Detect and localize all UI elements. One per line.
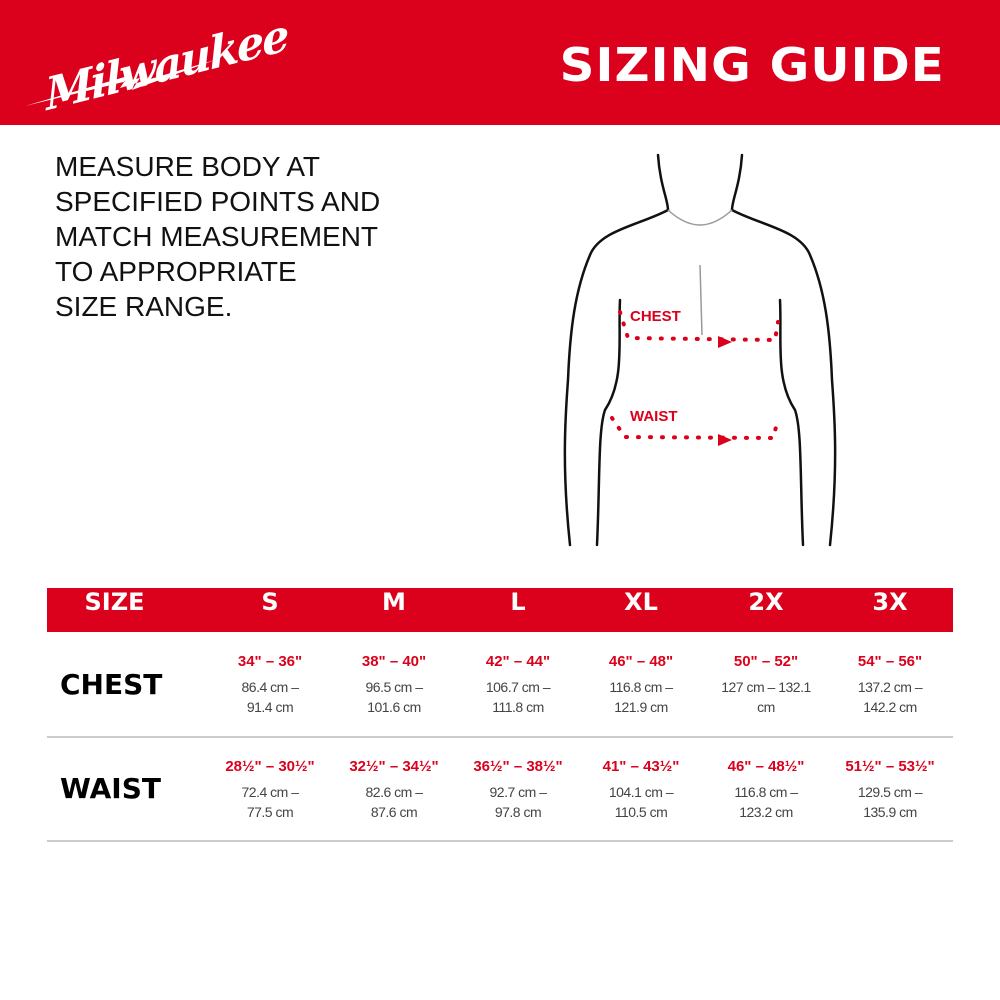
size-column-header: XL	[624, 588, 658, 616]
cm-range: 91.4 cm	[246, 699, 294, 715]
cm-range: 129.5 cm –	[857, 784, 923, 800]
instruction-line: TO APPROPRIATE	[55, 256, 297, 287]
waist-label: WAIST	[630, 408, 678, 425]
size-cell: 46" – 48" 116.8 cm – 121.9 cm	[579, 653, 703, 717]
cm-range: 97.8 cm	[494, 804, 542, 820]
size-header-bar: SIZE S M L XL 2X 3X	[47, 588, 953, 632]
size-cell: 34" – 36" 86.4 cm – 91.4 cm	[208, 653, 332, 717]
size-cell: 28½" – 30½" 72.4 cm – 77.5 cm	[208, 758, 332, 822]
size-column-header: S	[261, 588, 279, 616]
size-column-header: M	[382, 588, 406, 616]
cm-range: 142.2 cm	[863, 699, 917, 715]
cm-range: 101.6 cm	[367, 699, 421, 715]
size-cell: 46" – 48½" 116.8 cm – 123.2 cm	[704, 758, 828, 822]
cm-range: 87.6 cm	[370, 804, 418, 820]
inch-range: 32½" – 34½"	[349, 758, 439, 775]
size-cell: 41" – 43½" 104.1 cm – 110.5 cm	[579, 758, 703, 822]
inch-range: 41" – 43½"	[602, 758, 680, 775]
cm-range: 92.7 cm –	[489, 784, 547, 800]
cm-range: 86.4 cm –	[241, 679, 299, 695]
instruction-line: SPECIFIED POINTS AND	[55, 186, 381, 217]
cm-range: 137.2 cm –	[857, 679, 923, 695]
inch-range: 34" – 36"	[237, 653, 303, 670]
cm-range: 82.6 cm –	[365, 784, 423, 800]
waist-row-label: WAIST	[60, 772, 161, 805]
body-measurement-figure: CHEST WAIST	[563, 153, 837, 547]
cm-range: 121.9 cm	[614, 699, 668, 715]
chest-label: CHEST	[630, 308, 681, 325]
inch-range: 42" – 44"	[485, 653, 551, 670]
size-cell: 50" – 52" 127 cm – 132.1 cm	[704, 653, 828, 717]
row-divider	[47, 736, 953, 738]
cm-range: 111.8 cm	[492, 699, 544, 715]
cm-range: 116.8 cm –	[609, 679, 673, 695]
size-cell: 36½" – 38½" 92.7 cm – 97.8 cm	[456, 758, 580, 822]
milwaukee-logo: Milwaukee	[20, 10, 289, 121]
cm-range: 72.4 cm –	[241, 784, 299, 800]
instructions: MEASURE BODY AT SPECIFIED POINTS AND MAT…	[55, 149, 415, 324]
size-cell: 42" – 44" 106.7 cm – 111.8 cm	[456, 653, 580, 717]
cm-range: 110.5 cm	[614, 804, 668, 820]
inch-range: 51½" – 53½"	[845, 758, 935, 775]
inch-range: 46" – 48½"	[727, 758, 805, 775]
header-banner: Milwaukee SIZING GUIDE	[0, 0, 1000, 125]
chest-row-label: CHEST	[60, 668, 163, 701]
lightning-bolt-icon	[25, 60, 215, 106]
size-header-label: SIZE	[84, 588, 145, 616]
size-cell: 32½" – 34½" 82.6 cm – 87.6 cm	[332, 758, 456, 822]
cm-range: 123.2 cm	[739, 804, 793, 820]
size-column-header: 2X	[748, 588, 784, 616]
cm-range: 104.1 cm –	[608, 784, 674, 800]
cm-range: 135.9 cm	[863, 804, 917, 820]
cm-range: cm	[757, 699, 775, 715]
cm-range: 96.5 cm –	[365, 679, 423, 695]
row-divider	[47, 840, 953, 842]
cm-range: 116.8 cm –	[734, 784, 798, 800]
inch-range: 50" – 52"	[733, 653, 799, 670]
inch-range: 54" – 56"	[857, 653, 923, 670]
size-column-header: L	[510, 588, 526, 616]
cm-range: 106.7 cm –	[485, 679, 551, 695]
size-cell: 51½" – 53½" 129.5 cm – 135.9 cm	[828, 758, 952, 822]
cm-range: 77.5 cm	[246, 804, 294, 820]
size-cell: 54" – 56" 137.2 cm – 142.2 cm	[828, 653, 952, 717]
inch-range: 46" – 48"	[608, 653, 674, 670]
cm-range: 127 cm – 132.1	[721, 679, 811, 695]
inch-range: 38" – 40"	[361, 653, 427, 670]
page-title: SIZING GUIDE	[559, 38, 945, 92]
instruction-line: MATCH MEASUREMENT	[55, 221, 379, 252]
inch-range: 28½" – 30½"	[225, 758, 315, 775]
instruction-line: MEASURE BODY AT	[55, 151, 321, 182]
size-cell: 38" – 40" 96.5 cm – 101.6 cm	[332, 653, 456, 717]
size-column-header: 3X	[872, 588, 908, 616]
instruction-line: SIZE RANGE.	[55, 291, 233, 322]
inch-range: 36½" – 38½"	[473, 758, 563, 775]
